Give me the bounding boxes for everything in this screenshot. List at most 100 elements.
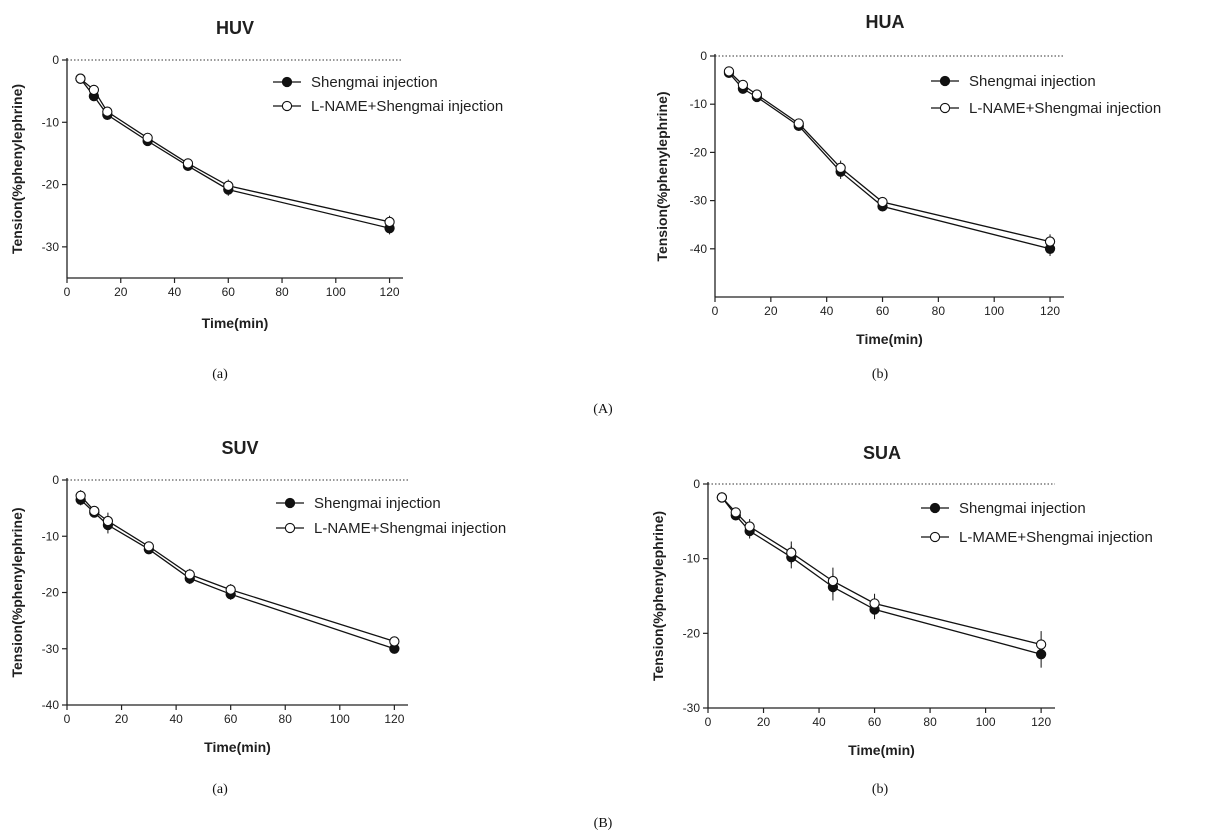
legend-label: L-NAME+Shengmai injection	[311, 98, 503, 115]
data-point	[737, 79, 749, 91]
x-tick-label: 80	[932, 304, 946, 318]
legend-label: Shengmai injection	[969, 73, 1096, 90]
data-point	[1044, 236, 1056, 247]
data-point	[102, 515, 114, 527]
group-caption-a: (A)	[593, 402, 613, 417]
data-point	[88, 84, 100, 96]
series-lname-shengmai	[75, 73, 395, 229]
data-point	[384, 216, 395, 228]
x-tick-label: 60	[224, 712, 238, 726]
x-axis-label: Time(min)	[856, 331, 923, 347]
y-tick-label: 0	[52, 473, 59, 487]
x-axis-label: Time(min)	[202, 315, 269, 331]
y-tick-label: -20	[42, 178, 60, 192]
series-line	[721, 497, 1042, 655]
series-lname-shengmai	[75, 490, 400, 647]
y-tick-label: -10	[42, 529, 60, 543]
chart-panel-sua: SUA 0 -10 -20 -30 0 20 40 60 80 100 120 Time(min) Ten…	[650, 443, 1153, 758]
x-tick-label: 80	[275, 285, 289, 299]
chart-title: SUV	[221, 438, 258, 458]
chart-title: SUA	[863, 443, 901, 463]
legend-marker	[284, 497, 296, 509]
data-point	[744, 521, 755, 532]
x-tick-label: 40	[812, 715, 826, 729]
y-tick-label: -30	[690, 194, 708, 208]
data-point	[835, 162, 846, 173]
legend-label: L-NAME+Shengmai injection	[314, 520, 506, 537]
data-point	[869, 598, 880, 609]
data-point	[827, 575, 839, 587]
x-tick-label: 100	[330, 712, 350, 726]
series-line	[80, 495, 395, 643]
x-tick-label: 120	[1031, 715, 1051, 729]
data-point	[793, 118, 804, 129]
y-axis-label: Tension(%phenylephrine)	[654, 91, 670, 261]
chart-panel-huv: HUV 0 -10 -20 -30 0 20 40 60 80 100 120 Time(min) Ten…	[9, 18, 503, 331]
x-tick-label: 100	[984, 304, 1004, 318]
legend-label: Shengmai injection	[959, 500, 1086, 517]
x-tick-label: 100	[326, 285, 346, 299]
legend-marker	[281, 76, 293, 88]
legend-label: Shengmai injection	[314, 495, 441, 512]
data-point	[877, 196, 888, 208]
x-tick-label: 20	[757, 715, 771, 729]
x-tick-label: 40	[169, 712, 183, 726]
y-tick-label: -20	[683, 626, 701, 640]
chart-panel-suv: SUV 0 -10 -20 -30 -40 0 20 40 60 80 100 120 Time(min)…	[9, 438, 506, 755]
legend-marker	[281, 100, 293, 112]
data-point	[75, 73, 86, 84]
x-tick-label: 40	[168, 285, 182, 299]
y-tick-label: -40	[690, 242, 708, 256]
legend-label: Shengmai injection	[311, 74, 438, 91]
y-tick-label: -30	[683, 701, 701, 715]
y-tick-label: -30	[42, 240, 60, 254]
x-tick-label: 20	[114, 285, 128, 299]
y-tick-label: 0	[52, 53, 59, 67]
x-tick-label: 0	[64, 712, 71, 726]
data-point	[75, 490, 86, 501]
series-line	[721, 496, 1042, 646]
y-tick-label: -40	[42, 698, 60, 712]
x-tick-label: 20	[115, 712, 129, 726]
series-lname-shengmai	[716, 492, 1047, 658]
data-point	[184, 569, 195, 580]
x-tick-label: 60	[868, 715, 882, 729]
chart-title: HUV	[216, 18, 254, 38]
subcaption-1: (a)	[212, 367, 228, 382]
y-tick-label: -20	[690, 145, 708, 159]
y-tick-label: -10	[690, 97, 708, 111]
data-point	[1035, 639, 1047, 650]
group-caption-b: (B)	[594, 816, 613, 831]
series-lname-shengmai	[723, 66, 1056, 249]
data-point	[142, 132, 153, 144]
legend-marker	[939, 102, 951, 114]
x-tick-label: 60	[876, 304, 890, 318]
x-tick-label: 120	[1040, 304, 1060, 318]
legend-marker	[284, 522, 296, 534]
series-line	[728, 70, 1051, 243]
legend-label: L-NAME+Shengmai injection	[969, 100, 1161, 117]
x-tick-label: 40	[820, 304, 834, 318]
series-shengmai	[75, 494, 400, 654]
x-tick-label: 120	[384, 712, 404, 726]
data-point	[223, 180, 234, 191]
y-tick-label: -10	[42, 115, 60, 129]
x-tick-label: 0	[712, 304, 719, 318]
y-tick-label: -30	[42, 642, 60, 656]
y-axis-label: Tension(%phenylephrine)	[650, 511, 666, 681]
data-point	[389, 636, 400, 647]
x-tick-label: 120	[380, 285, 400, 299]
data-point	[751, 89, 763, 100]
subcaption-4: (b)	[872, 782, 889, 797]
y-tick-label: -20	[42, 586, 60, 600]
y-tick-label: 0	[700, 49, 707, 63]
data-point	[102, 106, 113, 117]
x-tick-label: 80	[923, 715, 937, 729]
x-tick-label: 20	[764, 304, 778, 318]
series-shengmai	[723, 67, 1056, 257]
x-tick-label: 100	[976, 715, 996, 729]
subcaption-3: (a)	[212, 782, 228, 797]
chart-panel-hua: HUA 0 -10 -20 -30 -40 0 20 40 60 80 100 120 Time(min)…	[654, 12, 1161, 347]
legend-marker	[929, 502, 941, 514]
data-point	[225, 584, 236, 595]
